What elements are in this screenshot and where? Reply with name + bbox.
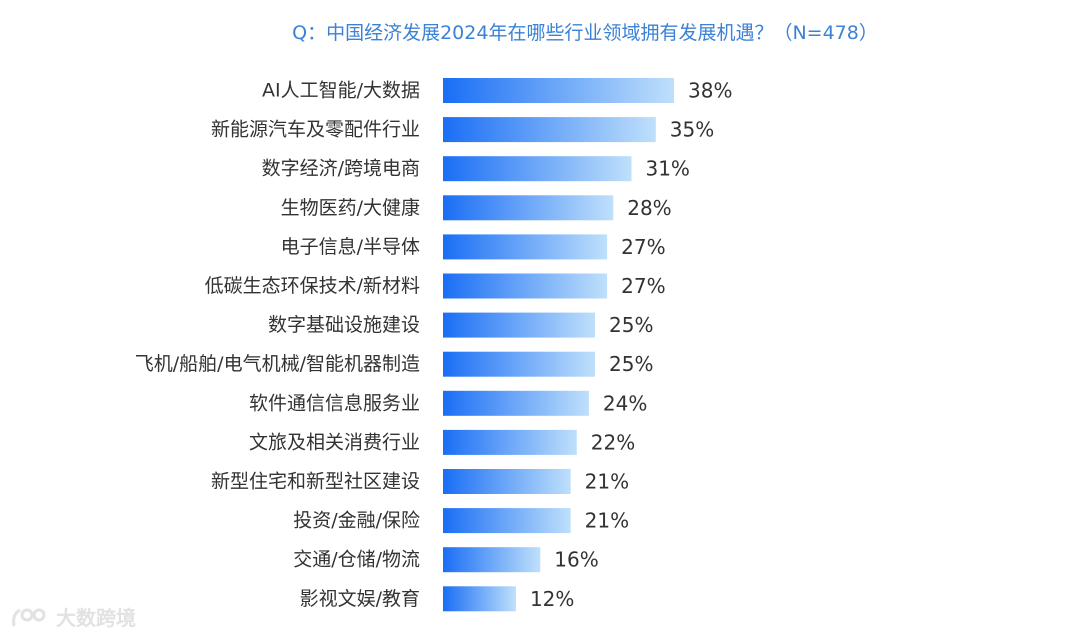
- bar: [443, 586, 516, 612]
- bar: [443, 390, 589, 416]
- bar: [443, 547, 541, 573]
- brand-logo-icon: [12, 608, 46, 626]
- category-label: 数字经济/跨境电商: [262, 158, 420, 180]
- bar: [443, 78, 675, 103]
- bar: [443, 351, 595, 377]
- category-label: 飞机/船舶/电气机械/智能机器制造: [135, 353, 420, 375]
- value-label: 28%: [627, 196, 671, 220]
- category-label: 低碳生态环保技术/新材料: [205, 275, 420, 297]
- category-label: 新型住宅和新型社区建设: [211, 471, 420, 493]
- value-label: 25%: [609, 352, 653, 376]
- value-label: 24%: [603, 391, 647, 415]
- category-label: 影视文娱/教育: [300, 588, 420, 610]
- chart-title: Q：中国经济发展2024年在哪些行业领域拥有发展机遇？（N=478）: [292, 22, 878, 44]
- bar: [443, 469, 571, 494]
- bar: [443, 273, 608, 299]
- category-label: 数字基础设施建设: [268, 314, 420, 336]
- value-label: 27%: [621, 235, 665, 259]
- value-label: 38%: [688, 79, 732, 103]
- category-label: 软件通信信息服务业: [249, 392, 420, 414]
- value-label: 25%: [609, 313, 653, 337]
- bar: [443, 508, 571, 534]
- value-label: 35%: [670, 118, 714, 142]
- bar: [443, 312, 595, 338]
- category-label: AI人工智能/大数据: [262, 80, 420, 102]
- value-label: 21%: [585, 470, 629, 494]
- bar: [443, 117, 656, 143]
- bar: [443, 429, 577, 455]
- value-label: 27%: [621, 274, 665, 298]
- watermark-text: 大数跨境: [56, 606, 136, 630]
- category-label: 新能源汽车及零配件行业: [211, 119, 420, 141]
- value-label: 12%: [530, 587, 574, 611]
- value-label: 16%: [554, 548, 598, 572]
- value-label: 22%: [591, 430, 635, 454]
- category-label: 电子信息/半导体: [281, 236, 420, 258]
- category-label: 生物医药/大健康: [281, 197, 420, 219]
- category-label: 文旅及相关消费行业: [249, 431, 420, 453]
- bar: [443, 156, 632, 182]
- bar: [443, 195, 614, 221]
- value-label: 21%: [585, 509, 629, 533]
- bar: [443, 234, 608, 260]
- category-label: 交通/仓储/物流: [293, 549, 420, 571]
- value-label: 31%: [645, 157, 689, 181]
- watermark-logo: 大数跨境: [10, 602, 136, 631]
- category-label: 投资/金融/保险: [293, 510, 420, 532]
